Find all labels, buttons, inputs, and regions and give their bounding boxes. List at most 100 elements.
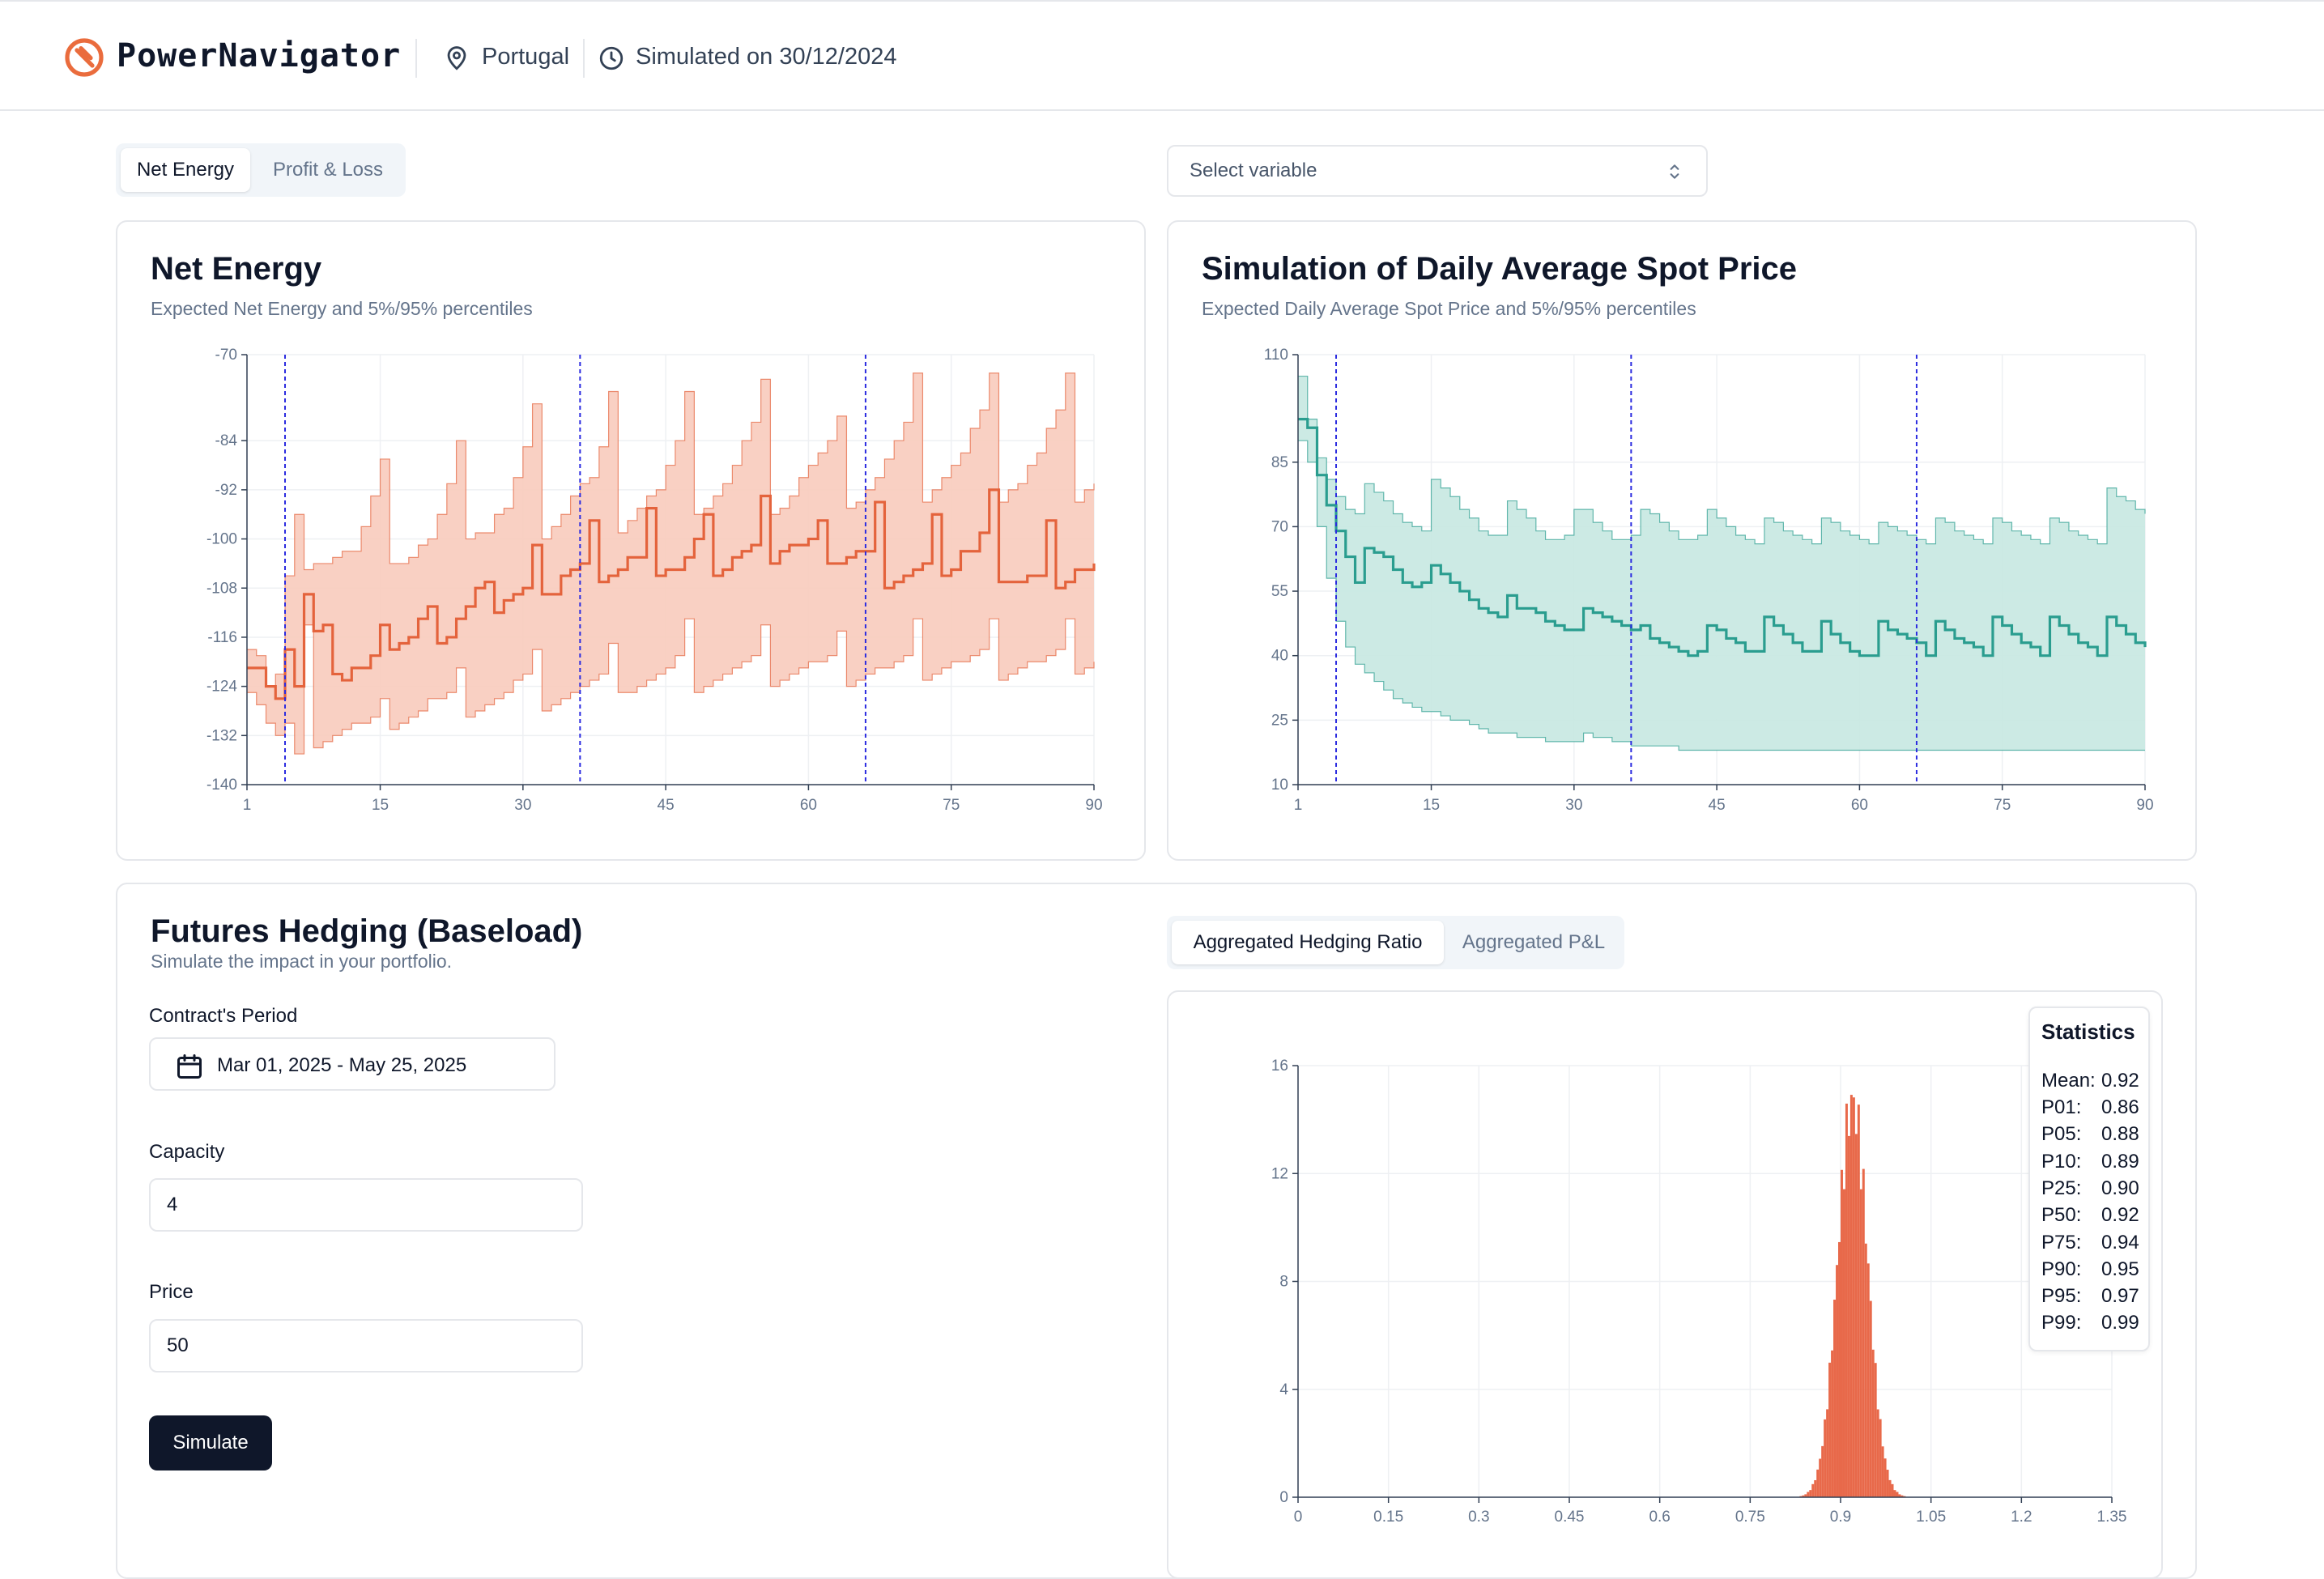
x-tick-label: 90	[1085, 797, 1102, 814]
histogram-bar	[1888, 1479, 1892, 1497]
stat-value: 0.86	[2101, 1096, 2139, 1118]
histogram-bar	[1811, 1483, 1815, 1497]
histogram-bar	[1838, 1241, 1841, 1497]
histogram-bar	[1898, 1494, 1901, 1497]
contract-period-value: Mar 01, 2025 - May 25, 2025	[217, 1054, 467, 1076]
contract-period-picker[interactable]: Mar 01, 2025 - May 25, 2025	[149, 1037, 555, 1091]
histogram-bar	[1824, 1419, 1827, 1497]
x-tick-label: 1.35	[2097, 1509, 2127, 1526]
y-tick-label: -132	[206, 727, 237, 744]
y-tick-label: 110	[1264, 347, 1288, 364]
hedging-view-tabs: Aggregated Hedging Ratio Aggregated P&L	[1167, 916, 1624, 969]
calendar-icon	[177, 1054, 202, 1079]
y-tick-label: 40	[1271, 648, 1288, 665]
tab-aggregated-pnl[interactable]: Aggregated P&L	[1462, 931, 1606, 953]
histogram-bar	[1864, 1243, 1867, 1497]
histogram-bar	[1828, 1362, 1832, 1497]
variable-select-placeholder: Select variable	[1190, 160, 1317, 181]
stat-key: P95:	[2041, 1285, 2082, 1307]
histogram-bar	[1857, 1104, 1860, 1497]
app-header: PowerNavigator Portugal Simulated on 30/…	[0, 0, 2324, 111]
hedging-title: Futures Hedging (Baseload)	[151, 913, 583, 949]
y-tick-label: -116	[207, 629, 237, 646]
histogram-bar	[1841, 1169, 1843, 1497]
tab-profit-loss[interactable]: Profit & Loss	[272, 159, 384, 181]
period-label: Contract's Period	[149, 1005, 298, 1027]
histogram-bar	[1866, 1263, 1870, 1497]
stat-value: 0.90	[2101, 1177, 2139, 1199]
histogram-bar	[1807, 1492, 1810, 1497]
stat-value: 0.92	[2101, 1204, 2139, 1226]
simulated-date: Simulated on 30/12/2024	[636, 44, 897, 70]
net-energy-title: Net Energy	[151, 251, 322, 287]
x-tick-label: 1	[243, 797, 252, 814]
histogram-bar	[1833, 1300, 1837, 1497]
spot-price-subtitle: Expected Daily Average Spot Price and 5%…	[1202, 298, 1696, 319]
y-tick-label: 4	[1279, 1381, 1288, 1398]
histogram-bar	[1804, 1494, 1807, 1497]
x-tick-label: 0.75	[1735, 1509, 1765, 1526]
y-tick-label: 10	[1271, 777, 1288, 794]
tab-net-energy[interactable]: Net Energy	[121, 148, 250, 192]
stat-key: P05:	[2041, 1123, 2082, 1145]
y-tick-label: -92	[215, 482, 237, 499]
histogram-bar	[1881, 1446, 1884, 1497]
histogram-bar	[1847, 1135, 1850, 1497]
variable-select[interactable]: Select variable	[1167, 145, 1708, 197]
histogram-bar	[1869, 1300, 1872, 1497]
stat-key: P99:	[2041, 1312, 2082, 1334]
y-tick-label: 8	[1279, 1274, 1288, 1291]
x-tick-label: 75	[1994, 797, 2011, 814]
price-label: Price	[149, 1281, 194, 1303]
x-tick-label: 45	[658, 797, 675, 814]
y-tick-label: -84	[215, 432, 238, 449]
stat-value: 0.94	[2101, 1232, 2139, 1253]
map-pin-icon	[447, 46, 466, 70]
x-tick-label: 0.15	[1373, 1509, 1403, 1526]
histogram-bar	[1816, 1469, 1820, 1497]
header-divider	[583, 39, 585, 78]
histogram-bar	[1891, 1483, 1894, 1497]
price-input[interactable]	[149, 1319, 583, 1373]
histogram-bar	[1826, 1409, 1829, 1497]
x-tick-label: 0	[1294, 1509, 1303, 1526]
histogram-bar	[1845, 1103, 1848, 1497]
histogram-bar	[1886, 1470, 1889, 1497]
histogram-bar	[1859, 1189, 1862, 1497]
histogram-bar	[1879, 1419, 1882, 1497]
x-tick-label: 0.45	[1555, 1509, 1585, 1526]
histogram-bar	[1896, 1492, 1899, 1497]
stat-value: 0.89	[2101, 1151, 2139, 1173]
y-tick-label: 70	[1271, 518, 1288, 535]
histogram-card	[1167, 990, 2163, 1579]
y-tick-label: 55	[1271, 583, 1288, 600]
stat-key: P75:	[2041, 1232, 2082, 1253]
stat-value: 0.92	[2101, 1070, 2139, 1092]
histogram-bar	[1809, 1490, 1812, 1497]
x-tick-label: 30	[1565, 797, 1582, 814]
p05-line	[1298, 440, 2145, 751]
histogram-bar	[1831, 1350, 1834, 1497]
tab-aggregated-hedging-ratio[interactable]: Aggregated Hedging Ratio	[1172, 921, 1444, 964]
capacity-input[interactable]	[149, 1178, 583, 1232]
x-tick-label: 0.3	[1468, 1509, 1489, 1526]
hedging-subtitle: Simulate the impact in your portfolio.	[151, 951, 453, 972]
histogram-bar	[1842, 1189, 1845, 1497]
y-tick-label: 16	[1271, 1058, 1288, 1075]
stat-key: P25:	[2041, 1177, 2082, 1199]
histogram-bar	[1821, 1445, 1824, 1497]
spot-price-title: Simulation of Daily Average Spot Price	[1202, 251, 1797, 287]
histogram-bar	[1852, 1097, 1855, 1497]
x-tick-label: 75	[943, 797, 960, 814]
stat-key: P10:	[2041, 1151, 2082, 1173]
y-tick-label: -100	[206, 531, 237, 548]
x-tick-label: 15	[1423, 797, 1440, 814]
net-energy-chart: 1 15 30 45 60 75 90 -70 -84 -92 -100 -108 -116 -124 -1…	[206, 347, 1103, 814]
hedging-ratio-histogram: 0 0.15 0.3 0.45 0.6 0.75 0.9 1.05 1.2 1.35 0 4 8 12 16	[1271, 1058, 2127, 1526]
simulate-button[interactable]: Simulate	[149, 1415, 272, 1470]
x-tick-label: 45	[1709, 797, 1726, 814]
x-tick-label: 1.2	[2011, 1509, 2032, 1526]
clock-icon	[599, 46, 624, 70]
y-tick-label: 12	[1271, 1165, 1288, 1182]
histogram-bar	[1883, 1458, 1887, 1497]
